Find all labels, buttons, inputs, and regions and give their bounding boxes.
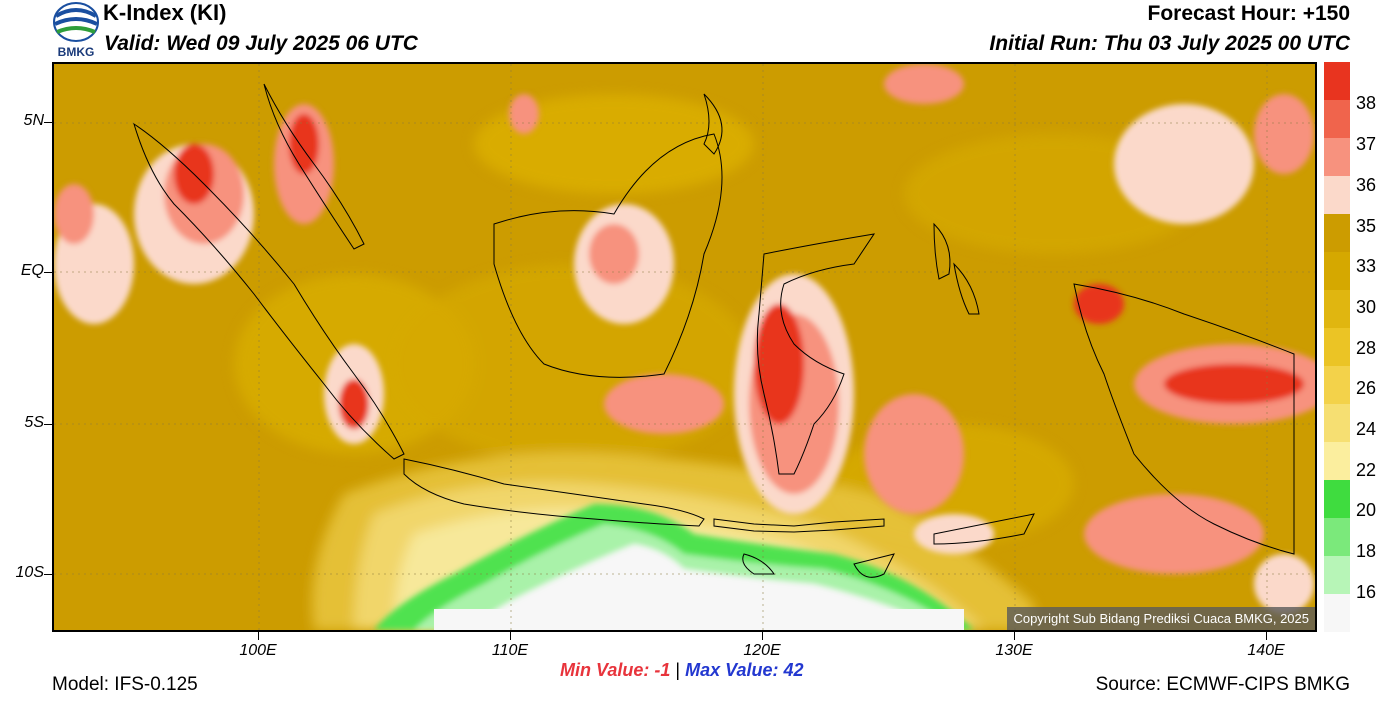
bmkg-logo: BMKG	[52, 2, 100, 59]
lat-label-10s: 10S	[15, 564, 44, 581]
colorbar	[1324, 62, 1350, 633]
min-value: -1	[654, 660, 671, 680]
min-label: Min Value:	[560, 660, 650, 680]
lat-label-eq: EQ	[20, 262, 44, 279]
logo-text: BMKG	[58, 45, 95, 58]
map-field	[54, 64, 1315, 630]
copyright-notice: Copyright Sub Bidang Prediksi Cuaca BMKG…	[1007, 607, 1315, 630]
separator: |	[675, 660, 681, 680]
colorbar-label: 20	[1356, 500, 1377, 520]
page-title: K-Index (KI)	[103, 0, 227, 25]
colorbar-label: 36	[1356, 175, 1377, 195]
colorbar-swatch	[1324, 442, 1350, 481]
max-value: 42	[783, 660, 804, 680]
colorbar-label: 28	[1356, 338, 1377, 358]
lon-label-140e: 140E	[1247, 642, 1285, 659]
colorbar-swatch	[1324, 328, 1350, 367]
colorbar-swatch	[1324, 62, 1350, 101]
colorbar-label: 22	[1356, 460, 1377, 480]
colorbar-swatch	[1324, 556, 1350, 595]
source-label: Source: ECMWF-CIPS BMKG	[1095, 674, 1350, 695]
colorbar-swatch	[1324, 518, 1350, 557]
lat-label-5n: 5N	[23, 112, 44, 129]
colorbar-swatch	[1324, 404, 1350, 443]
k-index-map: Copyright Sub Bidang Prediksi Cuaca BMKG…	[52, 62, 1317, 632]
lon-label-130e: 130E	[995, 642, 1033, 659]
forecast-hour: Forecast Hour: +150	[1147, 2, 1351, 25]
colorbar-label: 26	[1356, 378, 1377, 398]
colorbar-swatch	[1324, 290, 1350, 329]
colorbar-swatch	[1324, 100, 1350, 139]
colorbar-label: 30	[1356, 297, 1377, 317]
lon-label-120e: 120E	[743, 642, 781, 659]
colorbar-swatch	[1324, 594, 1350, 633]
colorbar-swatch	[1324, 366, 1350, 405]
max-label: Max Value:	[685, 660, 779, 680]
colorbar-swatch	[1324, 214, 1350, 253]
valid-time: Valid: Wed 09 July 2025 06 UTC	[104, 32, 418, 55]
lon-label-110e: 110E	[491, 642, 529, 659]
colorbar-label: 16	[1356, 582, 1377, 602]
colorbar-label: 18	[1356, 541, 1377, 561]
colorbar-label: 35	[1356, 216, 1377, 236]
lon-label-100e: 100E	[239, 642, 277, 659]
model-label: Model: IFS-0.125	[52, 674, 198, 695]
lat-label-5s: 5S	[24, 414, 44, 431]
colorbar-label: 24	[1356, 419, 1377, 439]
colorbar-swatches	[1324, 62, 1350, 633]
min-max-values: Min Value: -1 | Max Value: 42	[560, 660, 804, 681]
colorbar-label: 38	[1356, 93, 1377, 113]
colorbar-swatch	[1324, 138, 1350, 177]
colorbar-label: 33	[1356, 256, 1377, 276]
colorbar-swatch	[1324, 252, 1350, 291]
coastlines	[133, 83, 1295, 578]
colorbar-label: 37	[1356, 134, 1377, 154]
initial-run: Initial Run: Thu 03 July 2025 00 UTC	[989, 32, 1350, 55]
colorbar-swatch	[1324, 176, 1350, 215]
colorbar-swatch	[1324, 480, 1350, 519]
